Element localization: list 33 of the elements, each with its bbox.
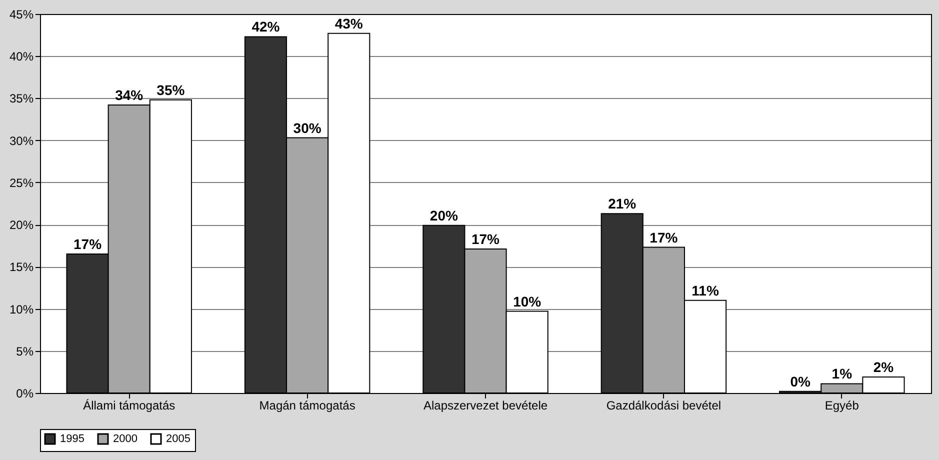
y-tick-label: 0% <box>16 386 34 400</box>
legend-label: 2000 <box>113 433 138 445</box>
y-tick-label: 45% <box>9 8 34 22</box>
legend-label: 1995 <box>60 433 84 445</box>
x-tick-label: Egyéb <box>824 398 860 412</box>
y-tick-label: 25% <box>9 176 34 190</box>
data-label: 35% <box>156 82 186 98</box>
data-label: 30% <box>293 120 322 136</box>
x-tick-label: Állami támogatás <box>83 398 176 412</box>
data-label: 17% <box>650 229 678 246</box>
data-label: 43% <box>334 15 364 32</box>
data-label: 0% <box>790 373 811 390</box>
y-tick-label: 15% <box>9 260 34 274</box>
data-label: 17% <box>471 230 500 247</box>
data-label: 20% <box>430 207 458 224</box>
legend-label: 2005 <box>166 433 190 445</box>
y-tick-label: 30% <box>9 134 34 148</box>
data-label: 2% <box>873 359 894 375</box>
y-tick-label: 5% <box>16 344 34 358</box>
x-tick-label: Magán támogatás <box>259 398 356 412</box>
data-label: 21% <box>608 196 637 212</box>
data-label: 11% <box>692 282 720 298</box>
y-tick-label: 20% <box>9 218 34 232</box>
data-label: 17% <box>74 236 102 252</box>
y-tick-label: 35% <box>9 92 34 106</box>
data-label: 1% <box>832 366 853 382</box>
data-label: 34% <box>115 86 144 103</box>
data-label: 10% <box>513 293 542 310</box>
x-tick-label: Gazdálkodási bevétel <box>606 398 722 412</box>
x-tick-label: Alapszervezet bevétele <box>423 398 548 412</box>
data-label: 42% <box>252 18 280 35</box>
y-tick-label: 40% <box>9 50 34 64</box>
y-tick-label: 10% <box>9 302 34 316</box>
